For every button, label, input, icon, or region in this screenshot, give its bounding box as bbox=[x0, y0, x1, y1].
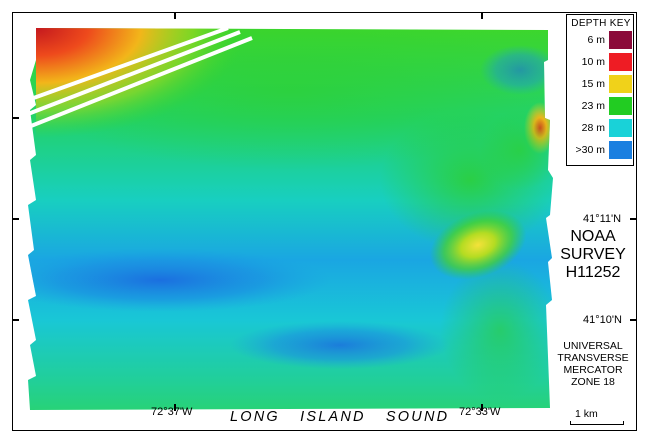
legend-swatch bbox=[609, 75, 632, 93]
tick-top-left bbox=[174, 12, 176, 19]
survey-area bbox=[28, 28, 553, 410]
legend-swatch bbox=[609, 119, 632, 137]
legend-swatch bbox=[609, 31, 632, 49]
survey-track-gaps bbox=[25, 26, 253, 130]
legend-label: 23 m bbox=[581, 100, 605, 112]
tick-left-3 bbox=[12, 319, 19, 321]
legend-label: >30 m bbox=[575, 144, 605, 156]
survey-title-line1: NOAA bbox=[570, 228, 616, 245]
water-body-label: LONG ISLAND SOUND bbox=[230, 409, 450, 425]
legend-row-6m: 6 m bbox=[567, 31, 635, 50]
legend-title: DEPTH KEY bbox=[571, 18, 631, 29]
legend-row-23m: 23 m bbox=[567, 97, 635, 116]
projection-line1: UNIVERSAL bbox=[563, 340, 623, 352]
tick-bottom-left bbox=[174, 404, 176, 411]
legend-row-28m: 28 m bbox=[567, 119, 635, 138]
longitude-label-left: 72°37'W bbox=[151, 406, 193, 418]
latitude-label-upper: 41°11'N bbox=[583, 213, 622, 225]
tick-bottom-right bbox=[481, 404, 483, 411]
legend-label: 15 m bbox=[581, 78, 605, 90]
scale-bar bbox=[570, 421, 624, 425]
survey-title-line3: H11252 bbox=[565, 264, 621, 281]
legend-row-15m: 15 m bbox=[567, 75, 635, 94]
survey-title-line2: SURVEY bbox=[560, 246, 626, 263]
legend-swatch bbox=[609, 97, 632, 115]
legend-label: 6 m bbox=[587, 34, 605, 46]
projection-line2: TRANSVERSE bbox=[557, 352, 629, 364]
depth-legend: DEPTH KEY 6 m 10 m 15 m 23 m 28 m >30 m bbox=[566, 14, 634, 166]
scale-bar-label: 1 km bbox=[575, 408, 598, 420]
legend-swatch bbox=[609, 141, 632, 159]
legend-swatch bbox=[609, 53, 632, 71]
longitude-label-right: 72°33'W bbox=[459, 406, 501, 418]
legend-label: 28 m bbox=[581, 122, 605, 134]
projection-line4: ZONE 18 bbox=[571, 376, 615, 388]
tick-left-1 bbox=[12, 117, 19, 119]
projection-line3: MERCATOR bbox=[563, 364, 623, 376]
legend-label: 10 m bbox=[581, 56, 605, 68]
legend-row-10m: 10 m bbox=[567, 53, 635, 72]
legend-row-30m: >30 m bbox=[567, 141, 635, 160]
tick-left-2 bbox=[12, 218, 19, 220]
tick-right-2 bbox=[630, 319, 637, 321]
tick-top-right bbox=[481, 12, 483, 19]
latitude-label-lower: 41°10'N bbox=[583, 314, 622, 326]
tick-right-1 bbox=[630, 218, 637, 220]
